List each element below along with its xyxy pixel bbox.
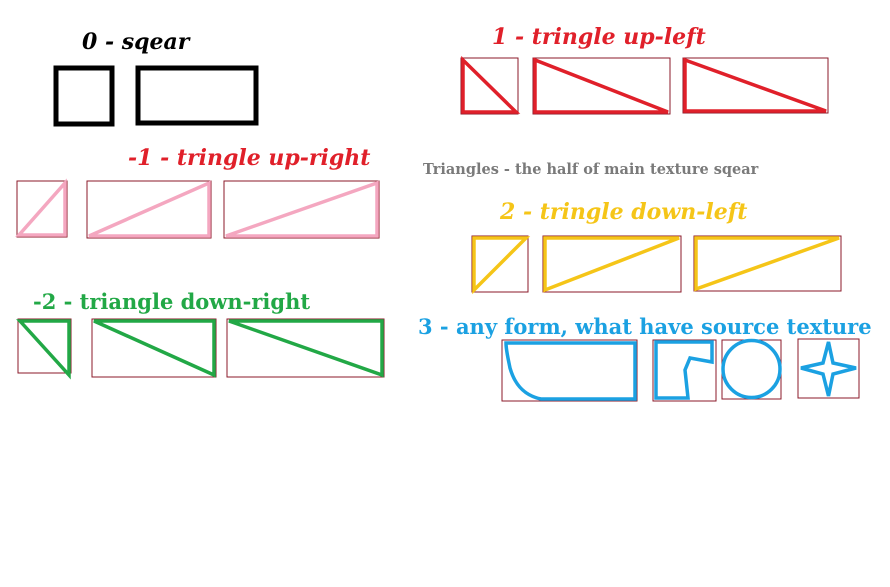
square-shape: [53, 65, 115, 127]
frame-up-left-3: [682, 57, 829, 114]
label-any-form: 3 - any form, what have source texture: [418, 314, 872, 339]
free-shape-notched-square: [654, 340, 714, 400]
frame-up-left-1: [460, 57, 519, 115]
group-up-left: [460, 55, 829, 115]
frame-down-left-1: [471, 235, 529, 293]
frame-any-form-2: [652, 339, 717, 402]
free-shape-circle: [721, 338, 782, 400]
triangle-down-right-3: [228, 319, 384, 378]
triangle-down-left-3: [694, 236, 840, 292]
frame-any-form-4: [797, 338, 860, 399]
frame-up-right-3: [223, 180, 380, 239]
triangle-down-left-1: [472, 236, 531, 295]
frame-down-left-3: [693, 235, 842, 292]
frame-any-form-1: [501, 339, 638, 402]
frame-down-right-3: [226, 318, 385, 378]
frame-up-right-1: [16, 180, 68, 238]
group-down-left: [471, 235, 842, 295]
triangle-down-right-1: [16, 319, 71, 380]
label-up-left: 1 - tringle up-left: [492, 24, 706, 50]
frame-down-left-2: [542, 235, 682, 293]
frame-down-right-2: [91, 318, 217, 378]
group-any-form: [501, 338, 860, 402]
frame-down-right-1: [17, 318, 72, 374]
label-down-right: -2 - triangle down-right: [33, 289, 310, 314]
triangle-up-right-2: [88, 180, 211, 238]
group-up-right: [15, 178, 380, 239]
square-wide-shape: [135, 65, 259, 126]
label-square: 0 - sqear: [82, 29, 191, 55]
frame-up-left-2: [532, 57, 671, 115]
triangle-up-left-3: [683, 57, 827, 113]
triangle-up-left-2: [533, 57, 669, 114]
triangle-down-left-2: [543, 236, 680, 293]
note-text: Triangles - the half of main texture sqe…: [423, 161, 759, 178]
label-up-right: -1 - tringle up-right: [128, 145, 370, 171]
triangle-up-left-1: [461, 55, 521, 114]
label-down-left: 2 - tringle down-left: [499, 199, 747, 225]
frame-up-right-2: [86, 180, 212, 239]
free-shape-slab: [504, 341, 637, 401]
group-down-right: [16, 318, 385, 380]
triangle-up-right-3: [225, 180, 379, 238]
triangle-down-right-2: [93, 319, 216, 378]
group-square: [53, 65, 259, 127]
triangle-up-right-1: [15, 178, 67, 237]
free-shape-star: [800, 341, 857, 397]
